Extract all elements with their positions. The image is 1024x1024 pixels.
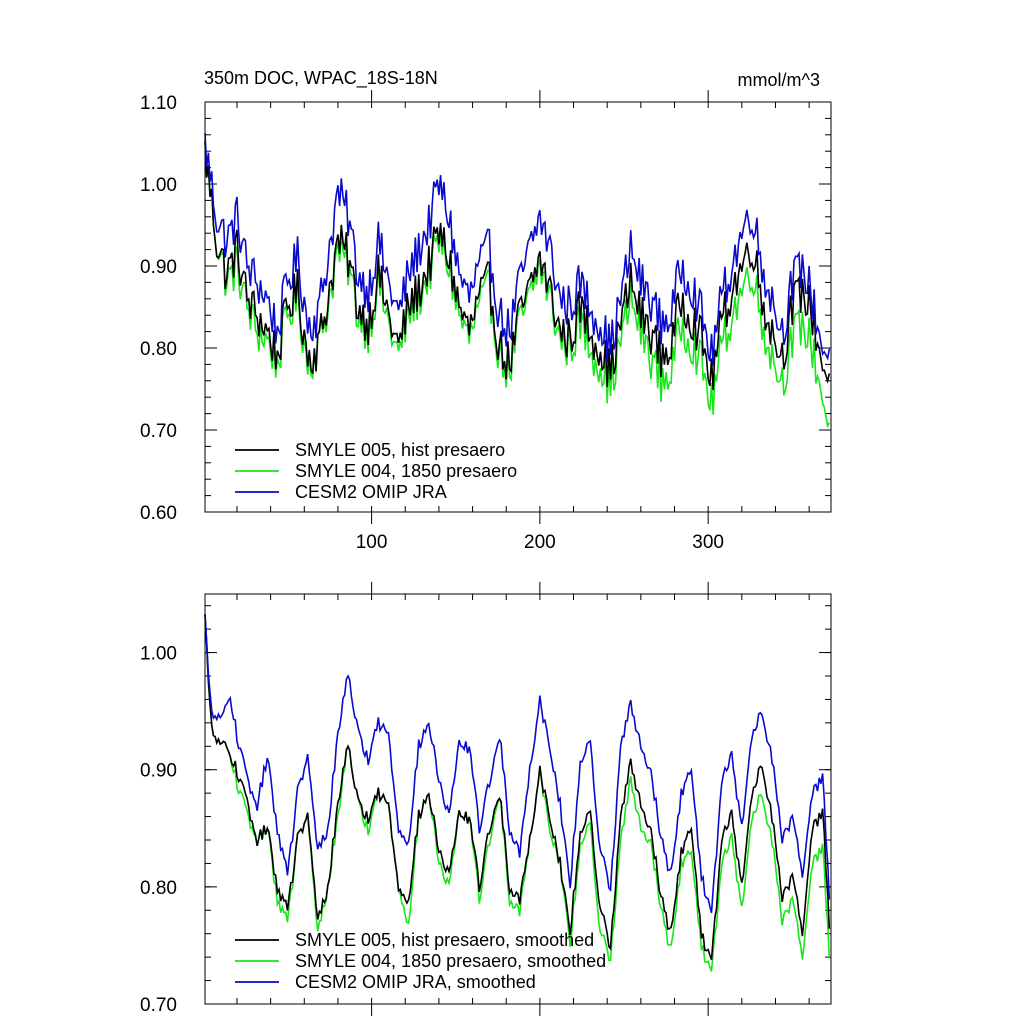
- series-line-smyle-005-hist-presaero-smoothed: [204, 614, 831, 960]
- series-line-smyle-005-hist-presaero: [204, 141, 831, 391]
- x-tick-label: 100: [356, 532, 388, 553]
- y-tick-label: 0.90: [140, 257, 177, 278]
- x-tick-label: 300: [692, 532, 724, 553]
- bottom-series-lines: [204, 614, 831, 972]
- y-tick-label: 0.80: [140, 878, 177, 899]
- bottom-plot-frame: [204, 593, 832, 1005]
- top-plot-frame: [204, 101, 832, 513]
- y-tick-label: 1.00: [140, 644, 177, 665]
- legend-label: CESM2 OMIP JRA, smoothed: [295, 972, 536, 992]
- legend-label: SMYLE 004, 1850 presaero, smoothed: [295, 951, 606, 971]
- series-line-cesm2-omip-jra: [204, 133, 831, 366]
- y-tick-label: 0.70: [140, 421, 177, 442]
- legend-label: CESM2 OMIP JRA: [295, 482, 447, 502]
- bottom-panel: 0.70 0.80 0.90 1.00 SMYLE 005, hist presaer…: [140, 582, 832, 1016]
- y-tick-label: 1.00: [140, 175, 177, 196]
- bottom-axis-ticks: 0.70 0.80 0.90 1.00: [140, 582, 831, 1016]
- legend-label: SMYLE 005, hist presaero: [295, 440, 505, 460]
- top-panel: 350m DOC, WPAC_18S-18N mmol/m^3 0.60 0.70…: [140, 68, 832, 553]
- series-line-cesm2-omip-jra-smoothed: [204, 614, 831, 914]
- legend-label: SMYLE 005, hist presaero, smoothed: [295, 930, 594, 950]
- units-label: mmol/m^3: [738, 70, 820, 90]
- y-tick-label: 0.90: [140, 761, 177, 782]
- legend-label: SMYLE 004, 1850 presaero: [295, 461, 517, 481]
- chart-title: 350m DOC, WPAC_18S-18N: [204, 68, 438, 89]
- top-series-lines: [204, 133, 831, 429]
- bottom-legend: SMYLE 005, hist presaero, smoothedSMYLE …: [235, 930, 606, 992]
- x-tick-label: 200: [524, 532, 556, 553]
- y-tick-label: 0.70: [140, 995, 177, 1016]
- y-tick-label: 0.80: [140, 339, 177, 360]
- y-tick-label: 1.10: [140, 93, 177, 114]
- y-tick-label: 0.60: [140, 503, 177, 524]
